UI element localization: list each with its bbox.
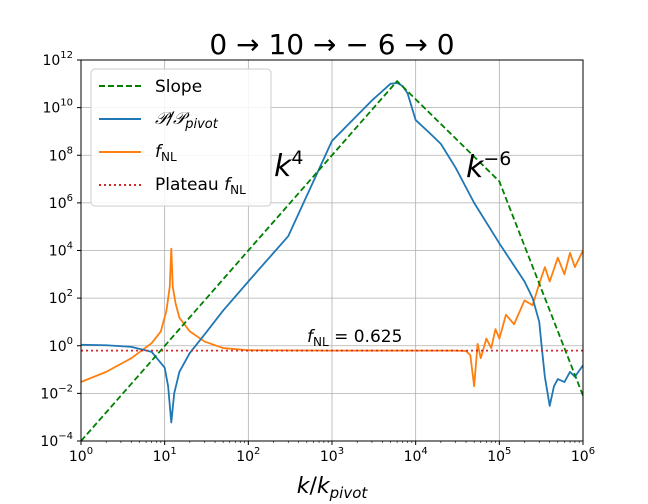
y-tick-label: 102 <box>49 288 73 307</box>
y-tick-label: 104 <box>49 241 73 260</box>
x-tick-label: 103 <box>320 446 344 465</box>
series-line-slope <box>81 80 583 441</box>
x-tick-label: 100 <box>69 446 93 465</box>
legend-box <box>90 68 272 207</box>
y-tick-label: 10−2 <box>40 383 73 402</box>
axes: 100 101 102 103 104 105 106 10−4 10−2 100 102 104 10… <box>40 50 595 465</box>
legend-label-slope: Slope <box>155 77 202 97</box>
legend-item-plateau: Plateau fNL <box>99 175 246 197</box>
x-tick-label: 105 <box>487 446 511 465</box>
legend-item-power: 𝒫/𝒫pivot <box>99 109 219 132</box>
y-tick-label: 100 <box>49 336 73 355</box>
x-tick-label: 101 <box>153 446 177 465</box>
legend-label-fnl: fNL <box>155 142 177 164</box>
legend-item-slope: Slope <box>99 77 202 97</box>
legend-label-power: 𝒫/𝒫pivot <box>155 109 219 132</box>
series-line-fnl <box>81 247 583 388</box>
legend-label-plateau: Plateau fNL <box>155 175 246 197</box>
y-tick-label: 1010 <box>42 98 73 117</box>
annotation-k4: k4 <box>274 147 303 184</box>
series-layer <box>81 80 583 441</box>
plot-frame <box>80 59 584 442</box>
legend-item-fnl: fNL <box>99 142 177 164</box>
annotation-fnl-value: fNL = 0.625 <box>307 327 402 349</box>
annotation-k-6: k−6 <box>466 148 511 185</box>
x-tick-label: 106 <box>571 446 595 465</box>
chart-title: 0 → 10 → − 6 → 0 <box>209 28 454 61</box>
x-tick-label: 104 <box>404 446 428 465</box>
legend: Slope 𝒫/𝒫pivot fNL Plateau fNL <box>90 68 272 207</box>
x-axis-label: k/kpivot <box>297 474 369 502</box>
y-tick-label: 106 <box>49 193 73 212</box>
y-tick-label: 108 <box>49 145 73 164</box>
y-tick-label: 10−4 <box>40 431 73 450</box>
y-tick-label: 1012 <box>42 50 73 69</box>
x-tick-label: 102 <box>236 446 260 465</box>
